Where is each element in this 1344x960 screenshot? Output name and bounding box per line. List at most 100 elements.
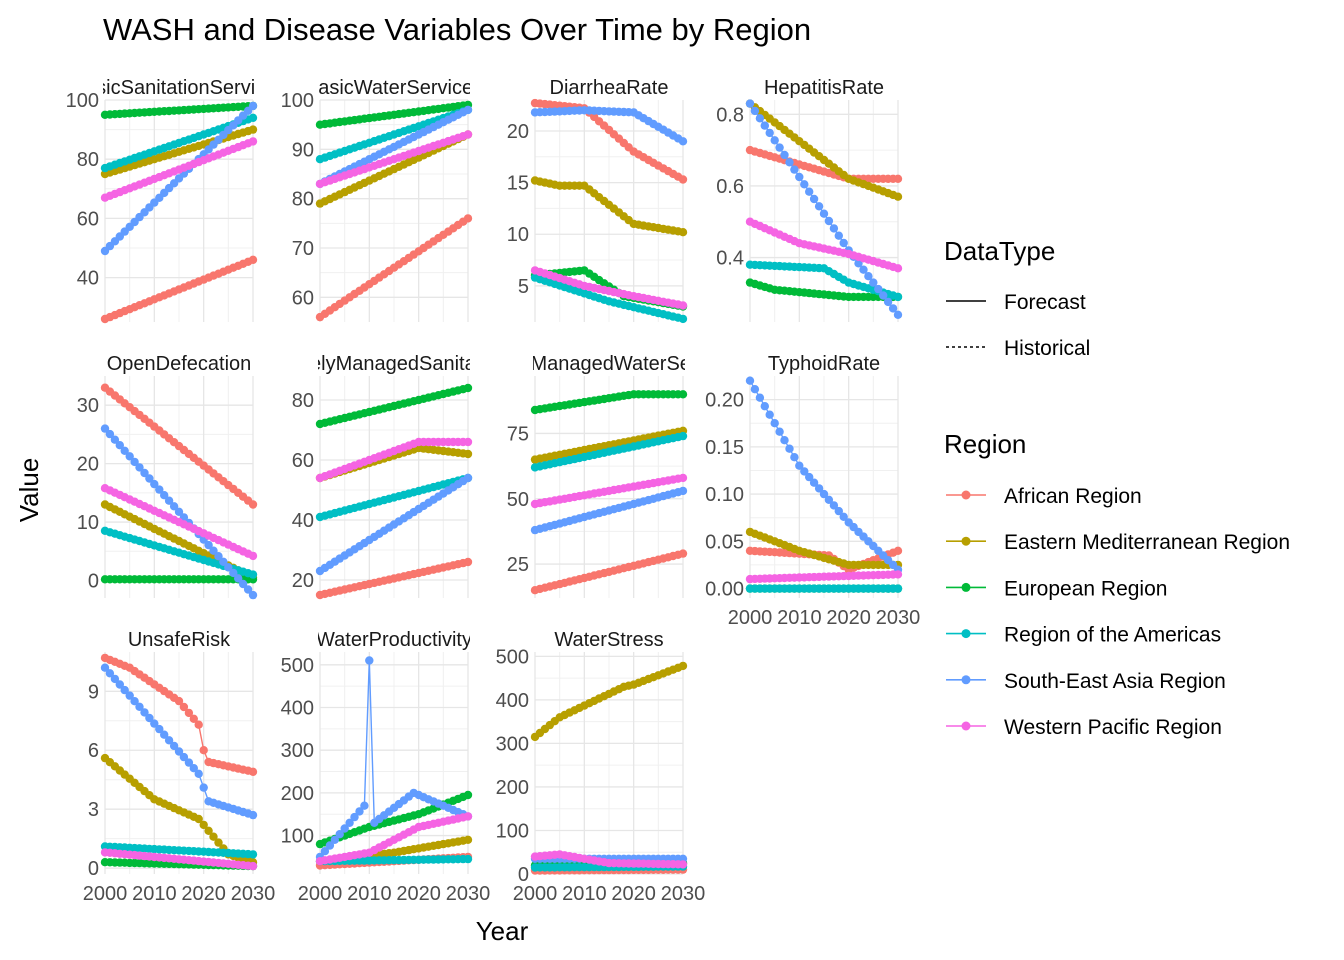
y-tick-label: 400: [496, 690, 529, 712]
data-point: [775, 427, 784, 436]
series-western-pacific-region: [745, 217, 903, 273]
data-point: [120, 685, 129, 695]
data-point: [888, 304, 898, 313]
data-point: [814, 202, 824, 211]
data-point: [809, 194, 819, 204]
data-point: [893, 584, 903, 593]
series-south-east-asia-region: [100, 663, 258, 820]
y-tick-label: 200: [281, 783, 314, 805]
facet-strip-label: BasicWaterServices: [305, 77, 483, 99]
data-point: [463, 214, 473, 223]
data-point: [194, 814, 203, 824]
data-point: [869, 278, 878, 287]
data-point: [199, 746, 208, 755]
data-point: [678, 175, 688, 184]
series-european-region: [315, 100, 473, 129]
data-point: [678, 390, 688, 399]
y-tick-label: 0.00: [705, 579, 744, 601]
legend-item-south-east-asia-region: South-East Asia Region: [946, 670, 1226, 693]
facet-strip-label: SafelyManagedSanitation: [280, 353, 508, 375]
legend-item-label: European Region: [1004, 577, 1167, 600]
series-western-pacific-region: [530, 266, 688, 310]
data-point: [780, 436, 789, 445]
data-point: [795, 172, 804, 182]
y-tick-label: 500: [281, 655, 314, 677]
data-point: [824, 495, 834, 504]
y-tick-label: 30: [77, 395, 99, 417]
legend-item-label: African Region: [1004, 485, 1142, 508]
data-point: [140, 708, 149, 717]
y-tick-label: 0.05: [705, 531, 744, 553]
series-western-pacific-region: [745, 570, 903, 584]
series-south-east-asia-region: [315, 105, 473, 189]
data-point: [790, 165, 799, 174]
data-point: [893, 192, 903, 201]
data-point: [785, 158, 794, 167]
series-eastern-mediterranean-region: [530, 176, 688, 237]
data-point: [238, 579, 248, 589]
data-point: [248, 137, 258, 146]
series-western-pacific-region: [530, 473, 688, 509]
x-axis-title: Year: [476, 916, 529, 946]
y-tick-label: 100: [496, 820, 529, 842]
y-tick-label: 0: [88, 570, 99, 592]
y-tick-label: 75: [507, 423, 529, 445]
data-point: [678, 301, 688, 310]
series-western-pacific-region: [315, 812, 473, 866]
facet-strip-label: BasicSanitationServices: [72, 77, 287, 99]
y-tick-label: 300: [496, 733, 529, 755]
data-point: [463, 130, 473, 139]
data-point: [214, 838, 223, 847]
series-eastern-mediterranean-region: [315, 130, 473, 208]
legend-item-eastern-mediterranean-region: Eastern Mediterranean Region: [946, 531, 1290, 554]
data-point: [199, 783, 208, 792]
series-region-of-the-americas: [530, 431, 688, 472]
y-tick-label: 80: [292, 390, 314, 412]
y-tick-label: 100: [281, 90, 314, 112]
x-tick-label: 2020: [396, 883, 441, 905]
data-point: [678, 314, 688, 324]
series-western-pacific-region: [315, 437, 473, 483]
y-tick-label: 80: [77, 149, 99, 171]
data-point: [775, 143, 784, 152]
data-point: [829, 501, 839, 510]
data-point: [795, 461, 804, 470]
facet-strip-label: HepatitisRate: [764, 77, 884, 99]
data-point: [120, 446, 129, 455]
y-tick-label: 15: [507, 173, 529, 195]
y-tick-label: 9: [88, 681, 99, 703]
data-point: [678, 661, 688, 671]
data-point: [824, 216, 834, 226]
data-point: [745, 99, 755, 108]
data-point: [184, 758, 194, 767]
data-point: [463, 557, 473, 567]
series-south-east-asia-region: [315, 473, 473, 576]
y-tick-label: 0: [88, 858, 99, 880]
data-point: [463, 437, 473, 447]
data-point: [248, 570, 258, 579]
y-tick-label: 100: [66, 90, 99, 112]
data-point: [248, 810, 258, 820]
facet-strip-label: OpenDefecation: [107, 353, 252, 375]
series-european-region: [530, 390, 688, 415]
data-point: [115, 441, 125, 450]
data-point: [340, 824, 349, 833]
data-point: [879, 291, 888, 300]
series-eastern-mediterranean-region: [530, 661, 688, 742]
data-point: [164, 496, 174, 505]
series-african-region: [315, 557, 473, 600]
y-tick-label: 10: [507, 224, 529, 246]
y-tick-label: 20: [77, 454, 99, 476]
data-point: [770, 419, 779, 428]
facet-waterstress: WaterStress 0 100 200 300 400 500 2000 2010 2020 2…: [496, 629, 706, 905]
data-point: [248, 255, 258, 264]
data-point: [115, 680, 125, 689]
data-point: [189, 714, 198, 723]
y-tick-label: 0.15: [705, 437, 744, 459]
data-point: [184, 708, 194, 718]
data-point: [224, 563, 233, 572]
data-point: [893, 174, 903, 183]
data-point: [829, 224, 839, 233]
x-tick-label: 2020: [611, 883, 656, 905]
data-point: [243, 585, 253, 594]
